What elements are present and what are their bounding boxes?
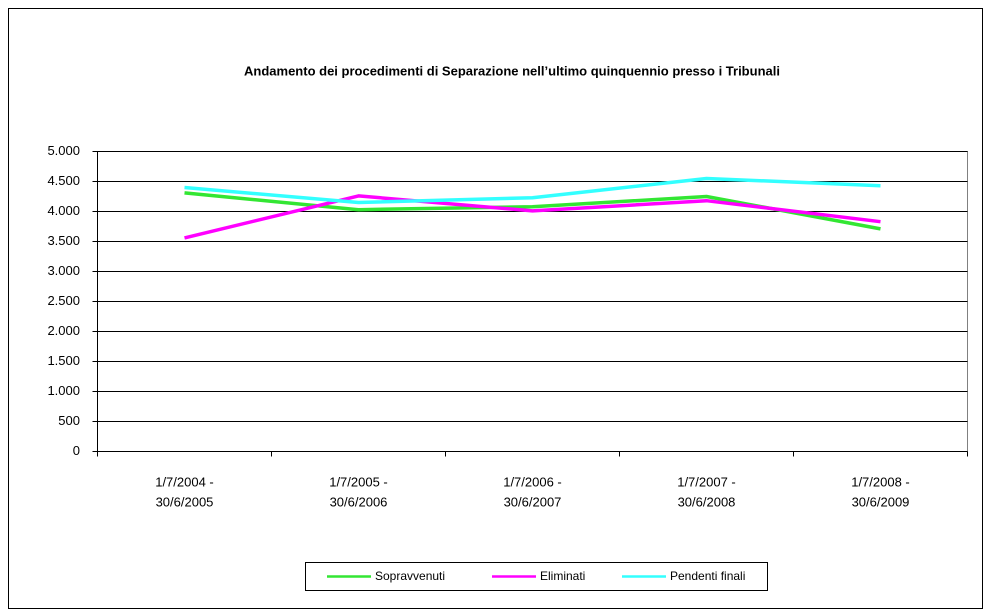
y-tick-label: 500 (58, 413, 80, 428)
y-tick-label: 1.500 (47, 353, 80, 368)
x-tick-label: 1/7/2008 - (851, 474, 910, 489)
x-tick-label: 1/7/2006 - (503, 474, 562, 489)
y-tick-label: 3.500 (47, 233, 80, 248)
series-line (184, 176, 881, 205)
y-tick-label: 4.500 (47, 173, 80, 188)
legend-label: Eliminati (540, 569, 585, 583)
y-tick-label: 1.000 (47, 383, 80, 398)
chart-title: Andamento dei procedimenti di Separazion… (244, 63, 780, 78)
series-line (184, 194, 881, 240)
x-tick-label: 1/7/2007 - (677, 474, 736, 489)
x-tick-label: 30/6/2009 (852, 494, 910, 509)
x-tick-label: 1/7/2005 - (329, 474, 388, 489)
y-tick-label: 2.000 (47, 323, 80, 338)
x-tick-label: 1/7/2004 - (155, 474, 214, 489)
y-tick-label: 5.000 (47, 143, 80, 158)
legend-label: Sopravvenuti (375, 569, 445, 583)
y-tick-label: 4.000 (47, 203, 80, 218)
y-tick-label: 2.500 (47, 293, 80, 308)
y-tick-label: 3.000 (47, 263, 80, 278)
x-tick-label: 30/6/2007 (504, 494, 562, 509)
x-tick-label: 30/6/2006 (330, 494, 388, 509)
legend-label: Pendenti finali (670, 569, 745, 583)
x-tick-label: 30/6/2005 (156, 494, 214, 509)
legend-box (305, 562, 768, 591)
y-tick-label: 0 (73, 443, 80, 458)
x-tick-label: 30/6/2008 (678, 494, 736, 509)
